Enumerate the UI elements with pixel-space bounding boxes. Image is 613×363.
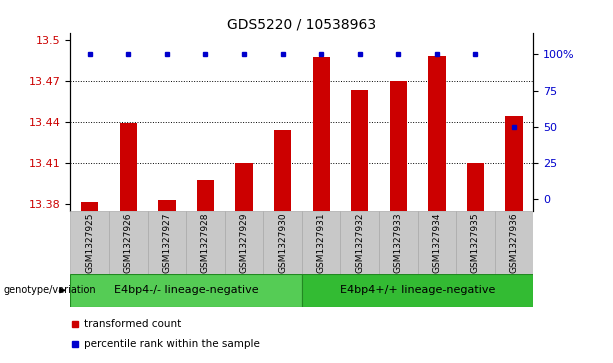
Bar [70, 211, 109, 274]
Text: transformed count: transformed count [85, 319, 181, 329]
Text: E4bp4+/+ lineage-negative: E4bp4+/+ lineage-negative [340, 285, 495, 295]
Text: GSM1327930: GSM1327930 [278, 212, 287, 273]
Text: GSM1327932: GSM1327932 [356, 212, 364, 273]
Bar [456, 211, 495, 274]
Text: GSM1327927: GSM1327927 [162, 212, 172, 273]
Text: GSM1327925: GSM1327925 [85, 212, 94, 273]
Bar [428, 56, 446, 211]
Text: GSM1327936: GSM1327936 [509, 212, 519, 273]
Bar [379, 211, 417, 274]
Bar [120, 123, 137, 211]
Bar [302, 211, 340, 274]
Bar [225, 211, 264, 274]
Bar [495, 211, 533, 274]
Bar [109, 211, 148, 274]
Bar [158, 200, 175, 211]
Bar [81, 202, 99, 211]
Bar [417, 211, 456, 274]
Text: genotype/variation: genotype/variation [3, 285, 96, 295]
Bar [466, 163, 484, 211]
Bar [340, 211, 379, 274]
Bar [186, 211, 225, 274]
Text: GSM1327935: GSM1327935 [471, 212, 480, 273]
Bar [148, 211, 186, 274]
Text: E4bp4-/- lineage-negative: E4bp4-/- lineage-negative [114, 285, 259, 295]
Bar [264, 211, 302, 274]
Text: GSM1327926: GSM1327926 [124, 212, 133, 273]
Bar [302, 274, 533, 307]
Bar [197, 180, 214, 211]
Bar [235, 163, 253, 211]
Bar [313, 57, 330, 211]
Bar [505, 116, 523, 211]
Bar [274, 130, 291, 211]
Text: GSM1327929: GSM1327929 [240, 212, 248, 273]
Text: GSM1327933: GSM1327933 [394, 212, 403, 273]
Text: GSM1327928: GSM1327928 [201, 212, 210, 273]
Bar [70, 274, 302, 307]
Text: GSM1327934: GSM1327934 [432, 212, 441, 273]
Bar [390, 81, 407, 211]
Bar [351, 90, 368, 211]
Text: percentile rank within the sample: percentile rank within the sample [85, 339, 261, 349]
Text: GSM1327931: GSM1327931 [317, 212, 326, 273]
Title: GDS5220 / 10538963: GDS5220 / 10538963 [227, 17, 376, 32]
